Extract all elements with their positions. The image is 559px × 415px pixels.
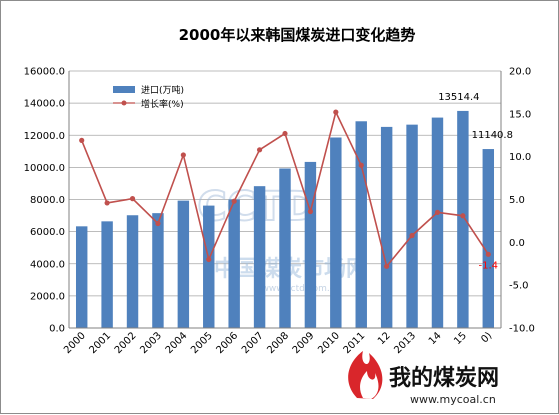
bar	[431, 117, 444, 328]
growth-point	[79, 137, 85, 143]
bar	[330, 137, 342, 328]
growth-point	[282, 130, 288, 137]
legend-label-growth: 增长率(%)	[141, 98, 184, 110]
y-left-tick-label: 0.0	[49, 324, 65, 335]
y-left-tick-label: 12000.0	[24, 131, 65, 142]
bar	[406, 124, 418, 329]
growth-point	[333, 109, 339, 115]
legend: 进口(万吨) 增长率(%)	[113, 84, 184, 110]
bar	[380, 126, 393, 329]
flame-icon	[348, 351, 383, 399]
x-tick-label: 2006	[215, 330, 241, 356]
bar	[75, 226, 88, 328]
x-tick-label: 2002	[113, 330, 139, 356]
data-label: 13514.4	[438, 92, 479, 103]
bar	[203, 205, 215, 328]
x-tick-label: 12	[376, 330, 393, 347]
growth-point	[206, 256, 212, 263]
y-left-tick-label: 14000.0	[24, 99, 65, 110]
bar	[228, 199, 240, 328]
growth-point	[180, 152, 186, 158]
watermark-url: www.cctd.com.cn	[262, 284, 341, 294]
growth-point	[409, 232, 415, 239]
data-label: -1.4	[479, 260, 499, 271]
y-right-tick-label: -10.0	[509, 324, 535, 335]
x-tick-label: 2009	[291, 330, 317, 356]
bar	[355, 121, 367, 328]
x-tick-label: 2013	[392, 330, 418, 356]
x-tick-label: 2010	[316, 330, 342, 356]
x-tick-label: 2000	[62, 330, 88, 356]
brand-logo: 我的煤炭网 www.mycoal.cn	[348, 351, 499, 406]
growth-point	[231, 198, 237, 204]
growth-point	[434, 209, 441, 215]
bar	[482, 149, 495, 328]
brand-name: 我的煤炭网	[389, 365, 499, 391]
growth-point	[307, 208, 314, 215]
y-left-tick-label: 8000.0	[30, 195, 65, 206]
bar	[177, 200, 190, 328]
chart-title: 2000年以来韩国煤炭进口变化趋势	[179, 26, 416, 44]
growth-point	[256, 147, 263, 153]
brand-url: www.mycoal.cn	[410, 393, 496, 406]
growth-point	[358, 162, 364, 168]
y-left-tick-label: 6000.0	[30, 227, 65, 238]
growth-point	[104, 200, 110, 206]
y-left-tick-label: 10000.0	[24, 163, 65, 174]
y-right-tick-label: 20.0	[509, 67, 531, 78]
axes: 0.0 2000.0 4000.0 6000.0 8000.0 10000.0 12000.…	[24, 67, 535, 357]
x-tick-label: 2001	[87, 330, 113, 356]
x-tick-label: 14	[427, 330, 444, 347]
x-tick-label: 2005	[189, 330, 215, 356]
x-tick-label: 2007	[240, 330, 266, 356]
bar	[253, 186, 266, 328]
x-tick-label: 0)	[479, 330, 494, 345]
y-right-tick-label: 15.0	[509, 109, 531, 120]
y-right-tick-label: 10.0	[509, 152, 531, 163]
bar	[304, 161, 317, 328]
y-right-tick-label: -5.0	[509, 281, 529, 292]
y-left-tick-label: 4000.0	[30, 259, 65, 270]
bar	[101, 221, 113, 328]
x-tick-label: 2011	[342, 330, 368, 356]
x-tick-label: 2008	[265, 330, 291, 356]
x-tick-label: 2004	[164, 330, 190, 356]
growth-point	[384, 263, 390, 269]
y-left-tick-label: 2000.0	[30, 291, 65, 302]
y-left-tick-label: 16000.0	[24, 67, 65, 78]
y-right-tick-label: 5.0	[509, 195, 525, 206]
data-labels: 13514.4 11140.8 -1.4	[438, 92, 513, 271]
bar	[457, 110, 469, 328]
legend-swatch-import	[113, 86, 135, 93]
bar-series	[75, 110, 495, 329]
data-label: 11140.8	[472, 130, 513, 141]
growth-point	[485, 251, 491, 257]
bar	[152, 213, 164, 328]
legend-marker-growth	[121, 100, 127, 106]
line-series	[79, 109, 491, 269]
bar	[126, 215, 139, 328]
x-tick-label: 2003	[138, 330, 164, 356]
x-tick-label: 15	[452, 330, 469, 347]
y-right-tick-label: 0.0	[509, 238, 525, 249]
growth-point	[155, 220, 161, 227]
bar	[279, 168, 291, 328]
growth-point	[460, 213, 466, 219]
legend-label-import: 进口(万吨)	[141, 84, 184, 96]
growth-point	[129, 196, 136, 202]
